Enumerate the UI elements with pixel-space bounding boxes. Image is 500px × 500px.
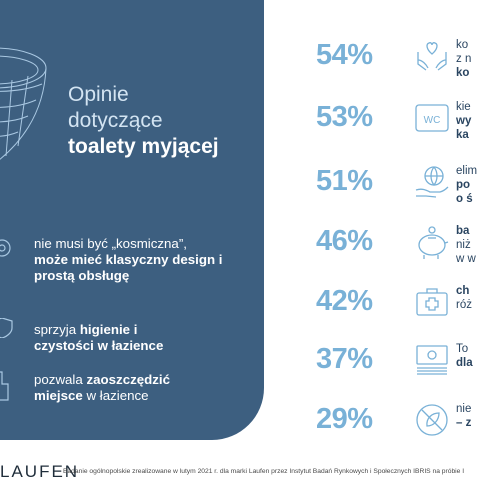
feature-3-bold: zaoszczędzić miejsce [34, 372, 170, 403]
stat-row-7: 29% nie – z [0, 402, 500, 442]
stat-line-3: ko [456, 67, 470, 79]
brand-logo: LAUFEN [0, 462, 80, 481]
stat-row-3: 51% elim po o ś [0, 164, 500, 206]
piggy-bank-icon [418, 226, 449, 259]
feature-2-text: sprzyja [34, 322, 80, 337]
panel-title: Opinie dotyczące toalety myjącej [68, 82, 219, 160]
feature-design: nie musi być „kosmiczna”, może mieć klas… [34, 236, 234, 284]
settings-icon [0, 239, 11, 257]
stat-line-2: niż [456, 239, 471, 251]
wc-label: WC [424, 115, 441, 126]
stat-percent: 51% [316, 165, 373, 197]
title-line-2: dotyczące [68, 109, 163, 132]
stat-text: To dla [456, 342, 473, 370]
stat-percent: 37% [316, 343, 373, 375]
stat-text: elim po o ś [456, 164, 477, 206]
feature-3-post: w łazience [82, 388, 149, 403]
stat-row-2: 53% WC kie wy ka [0, 100, 500, 142]
stat-line-2: – z [456, 417, 472, 429]
feature-space: pozwala zaoszczędzić miejsce w łazience [34, 372, 194, 404]
feature-1-text: nie musi być „kosmiczna”, [34, 236, 187, 251]
stat-line-3: w w [456, 253, 476, 265]
feature-hygiene: sprzyja higienie i czystości w łazience [34, 322, 194, 354]
stat-line-3: o ś [456, 193, 473, 205]
stat-line-2: dla [456, 357, 473, 369]
stat-text: ch róż [456, 284, 472, 312]
toilet-bowl-illustration [0, 47, 47, 160]
feature-1-bold: może mieć klasyczny design i prostą obsł… [34, 252, 223, 283]
feature-3-text: pozwala [34, 372, 87, 387]
stat-line-2: róż [456, 299, 472, 311]
feature-2-bold: higienie i czystości w łazience [34, 322, 164, 353]
stat-percent: 53% [316, 101, 373, 133]
stat-row-5: 42% ch róż [0, 284, 500, 324]
no-leaf-icon [416, 404, 448, 436]
first-aid-kit-icon [416, 288, 448, 316]
stat-percent: 54% [316, 39, 373, 71]
stat-percent: 46% [316, 225, 373, 257]
stat-line-1: elim [456, 165, 478, 177]
survey-footnote: Badanie ogólnopolskie zrealizowane w lut… [63, 468, 465, 475]
stat-text: ko z n ko [456, 38, 471, 80]
stat-text: ba niż w w [456, 224, 476, 266]
stat-line-3: ka [456, 129, 469, 141]
stat-line-1: ko [456, 39, 469, 51]
stat-line-2: z n [456, 53, 472, 65]
globe-hand-icon [415, 166, 449, 198]
title-line-3: toalety myjącej [68, 135, 219, 158]
stat-row-4: 46% ba niż w w [0, 224, 500, 266]
stat-text: kie wy ka [456, 100, 471, 142]
stat-line-1: ch [456, 285, 470, 297]
shield-icon [0, 318, 13, 338]
cash-stack-icon [416, 345, 448, 375]
space-saving-icon [0, 371, 9, 401]
stat-row-6: 37% To dla [0, 342, 500, 382]
stat-line-1: kie [456, 101, 471, 113]
stat-percent: 29% [316, 403, 373, 435]
stat-line-2: po [456, 179, 471, 191]
stat-line-1: To [456, 343, 469, 355]
stat-text: nie – z [456, 402, 471, 430]
opinions-panel: Opinie dotyczące toalety myjącej nie mus… [0, 0, 264, 440]
heart-hands-icon [417, 42, 447, 71]
stat-line-1: nie [456, 403, 472, 415]
stat-line-2: wy [456, 115, 472, 127]
stat-percent: 42% [316, 285, 373, 317]
stat-line-1: ba [456, 225, 470, 237]
wc-sign-icon: WC [415, 104, 449, 132]
stat-row-1: 54% ko z n ko [0, 38, 500, 80]
title-line-1: Opinie [68, 83, 129, 106]
